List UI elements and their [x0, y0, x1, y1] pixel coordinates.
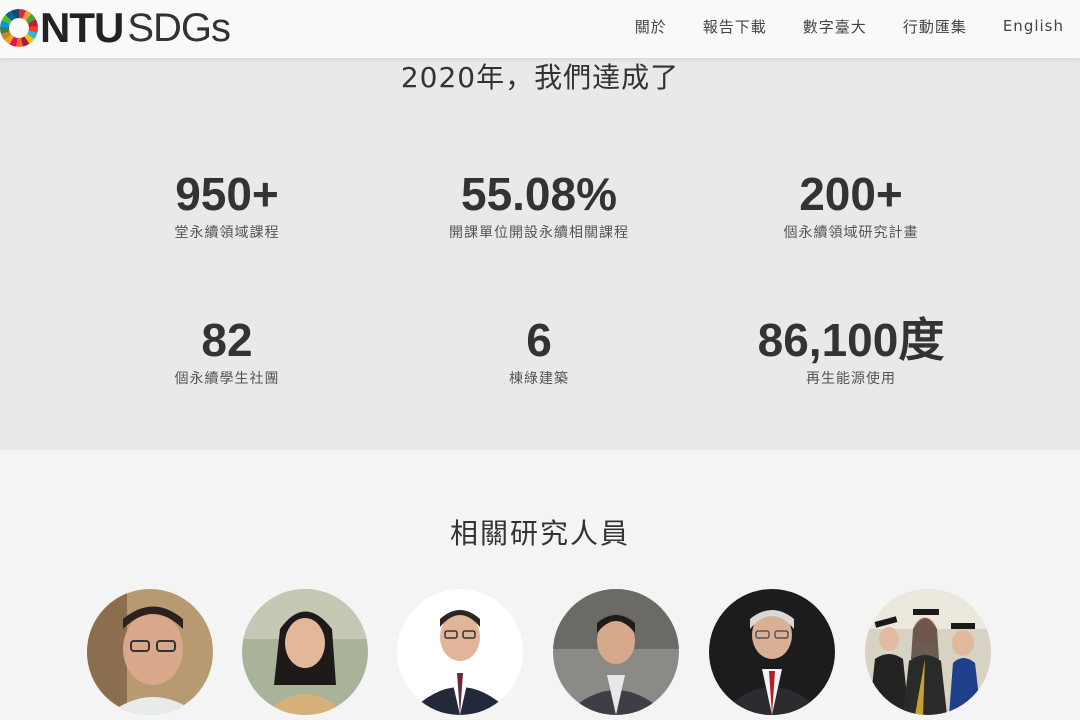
stat-value: 6	[359, 314, 719, 366]
person-photo-icon	[709, 589, 835, 715]
stat-value: 86,100度	[671, 314, 1031, 366]
researchers-section: 相關研究人員	[0, 450, 1080, 720]
researcher-avatar-1[interactable]	[87, 589, 213, 715]
graduation-photo-icon	[865, 589, 991, 715]
researcher-avatar-5[interactable]	[709, 589, 835, 715]
stat-label: 再生能源使用	[671, 368, 1031, 388]
stat-research-projects: 200+ 個永續領域研究計畫	[671, 168, 1031, 242]
main-nav: 關於 報告下載 數字臺大 行動匯集 English	[599, 0, 1064, 52]
stat-value: 200+	[671, 168, 1031, 220]
researcher-avatar-2[interactable]	[242, 589, 368, 715]
logo-sdgs-text: SDGs	[127, 6, 230, 50]
stat-label: 堂永續領域課程	[47, 222, 407, 242]
stat-value: 82	[47, 314, 407, 366]
person-photo-icon	[553, 589, 679, 715]
stat-label: 開課單位開設永續相關課程	[359, 222, 719, 242]
researcher-avatar-4[interactable]	[553, 589, 679, 715]
nav-report-download[interactable]: 報告下載	[703, 16, 767, 37]
nav-ntu-in-numbers[interactable]: 數字臺大	[803, 16, 867, 37]
stat-label: 棟綠建築	[359, 368, 719, 388]
nav-actions[interactable]: 行動匯集	[903, 16, 967, 37]
stat-courses: 950+ 堂永續領域課程	[47, 168, 407, 242]
nav-english[interactable]: English	[1003, 17, 1064, 35]
person-photo-icon	[242, 589, 368, 715]
stat-green-buildings: 6 棟綠建築	[359, 314, 719, 388]
researcher-avatar-6[interactable]	[865, 589, 991, 715]
achievements-title: 2020年，我們達成了	[0, 58, 1080, 98]
stat-student-clubs: 82 個永續學生社團	[47, 314, 407, 388]
logo-ntu-text: NTU	[40, 6, 123, 50]
stat-value: 950+	[47, 168, 407, 220]
stat-course-units: 55.08% 開課單位開設永續相關課程	[359, 168, 719, 242]
person-photo-icon	[87, 589, 213, 715]
top-navbar: NTU SDGs 關於 報告下載 數字臺大 行動匯集 English	[0, 0, 1080, 58]
ntu-sdgs-logo[interactable]: NTU SDGs	[0, 6, 230, 50]
person-photo-icon	[397, 589, 523, 715]
stat-label: 個永續領域研究計畫	[671, 222, 1031, 242]
researcher-avatar-3[interactable]	[397, 589, 523, 715]
sdg-wheel-icon	[0, 9, 38, 47]
researchers-title: 相關研究人員	[0, 512, 1080, 552]
stat-value: 55.08%	[359, 168, 719, 220]
nav-about[interactable]: 關於	[635, 16, 667, 37]
stat-renewable-energy: 86,100度 再生能源使用	[671, 314, 1031, 388]
stat-label: 個永續學生社團	[47, 368, 407, 388]
achievements-section: 2020年，我們達成了 950+ 堂永續領域課程 55.08% 開課單位開設永續…	[0, 58, 1080, 450]
